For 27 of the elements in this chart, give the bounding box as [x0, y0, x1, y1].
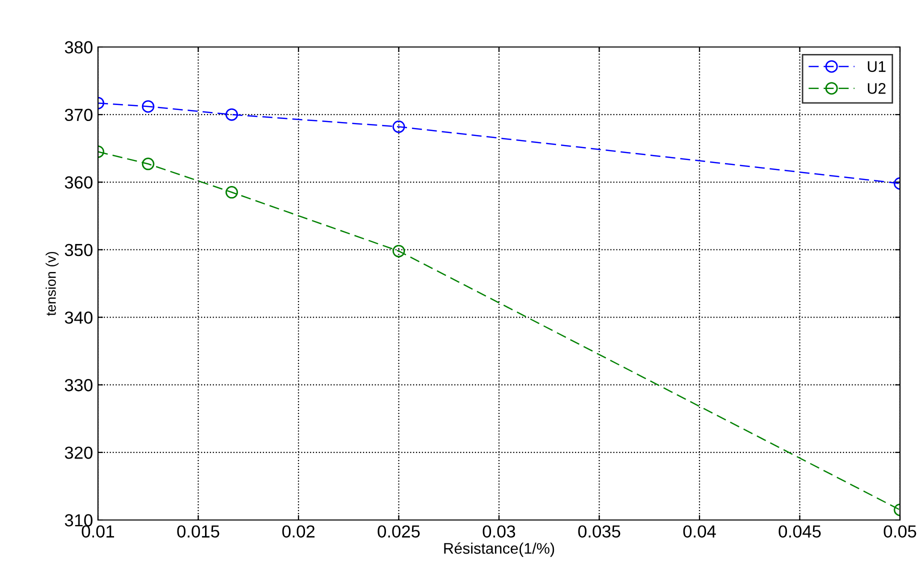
x-tick-label: 0.035 [578, 525, 620, 538]
y-tick-label: 370 [64, 108, 92, 122]
legend-label: U2 [868, 83, 886, 94]
y-tick-label: 350 [64, 244, 92, 256]
x-tick-label: 0.04 [683, 525, 716, 538]
point [225, 108, 238, 121]
point [225, 186, 238, 199]
x-tick-label: 0.025 [378, 525, 420, 538]
y-tick-label: 320 [64, 446, 92, 459]
y-tick-label: 310 [64, 514, 92, 526]
y-axis-title: tension (v) [46, 252, 59, 316]
x-tick-label: 0.05 [884, 525, 916, 538]
x-tick-label: 0.02 [282, 525, 315, 538]
y-tick-label: 360 [64, 176, 92, 189]
point [392, 120, 405, 133]
y-tick-label: 380 [64, 41, 92, 54]
x-axis-title: Résistance(1/%) [444, 542, 554, 557]
x-tick-label: 0.015 [177, 525, 220, 538]
y-tick-label: 340 [64, 311, 92, 324]
x-tick-label: 0.03 [482, 525, 516, 538]
legend-label: U1 [868, 61, 886, 72]
point [142, 158, 154, 170]
point [142, 100, 154, 113]
x-tick-label: 0.01 [82, 525, 114, 538]
x-tick-label: 0.045 [778, 525, 821, 538]
y-tick-label: 330 [64, 379, 92, 392]
point [392, 244, 405, 258]
